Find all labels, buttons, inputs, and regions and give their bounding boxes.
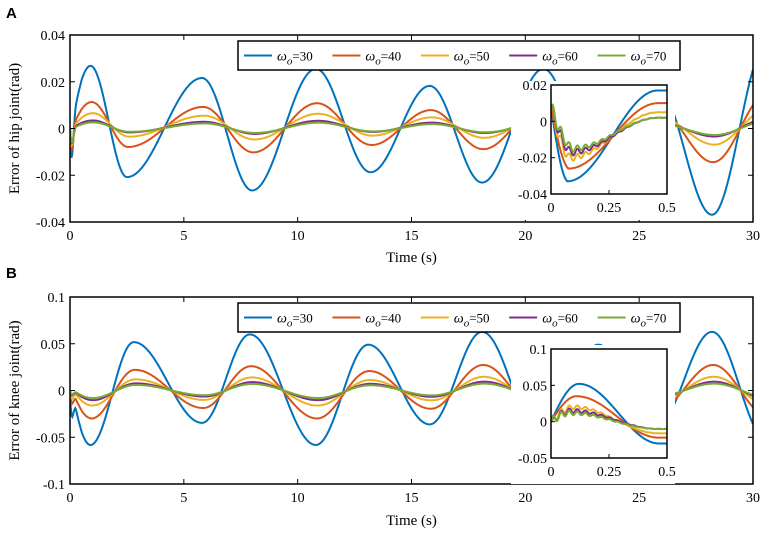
- inset-series-line-2: [551, 395, 667, 439]
- y-tick-label: -0.04: [36, 216, 65, 231]
- legend-label-3: ωo=50: [454, 49, 490, 68]
- inset-series-line-2: [551, 102, 667, 170]
- legend-value: =60: [558, 49, 578, 64]
- legend-subscript: o: [287, 56, 293, 68]
- y-tick-label: 0.04: [41, 29, 66, 44]
- inset-x-tick-label: 0: [548, 201, 555, 216]
- y-tick-label: -0.05: [36, 431, 65, 446]
- x-tick-label: 25: [632, 229, 646, 244]
- legend-label-5: ωo=70: [631, 311, 667, 330]
- legend-value: =70: [646, 49, 666, 64]
- legend-value: =70: [646, 311, 666, 326]
- inset-chart: 0 0.25 0.5 -0.04 -0.02 0 0.02: [511, 79, 676, 220]
- legend-omega: ω: [365, 50, 375, 65]
- y-tick-label: -0.02: [36, 169, 65, 184]
- legend-label-1: ωo=30: [277, 49, 313, 68]
- inset-series-line-5: [551, 409, 667, 431]
- legend-value: =40: [381, 311, 401, 326]
- x-tick-label: 5: [180, 229, 187, 244]
- legend-subscript: o: [287, 318, 293, 330]
- inset-x-tick-label: 0.5: [658, 465, 676, 480]
- legend-subscript: o: [640, 318, 646, 330]
- panel-label: B: [6, 265, 17, 282]
- legend-value: =60: [558, 311, 578, 326]
- legend-subscript: o: [640, 56, 646, 68]
- legend-subscript: o: [464, 56, 470, 68]
- legend-value: =50: [469, 49, 489, 64]
- chart-panel-a: A 0 5 10 15 20 25 30 -0.04 -0.02 0 0.02 0.04 Time (s)…: [6, 5, 760, 266]
- legend-omega: ω: [542, 50, 552, 65]
- legend-omega: ω: [454, 50, 464, 65]
- inset-y-tick-label: -0.04: [518, 188, 547, 203]
- legend-label-5: ωo=70: [631, 49, 667, 68]
- legend-label-3: ωo=50: [454, 311, 490, 330]
- legend-subscript: o: [464, 318, 470, 330]
- legend-subscript: o: [552, 318, 558, 330]
- x-tick-label: 15: [405, 229, 419, 244]
- inset-y-tick-label: -0.05: [518, 452, 547, 467]
- legend-omega: ω: [631, 50, 641, 65]
- x-tick-label: 0: [67, 229, 74, 244]
- legend: ωo=30 ωo=40 ωo=50 ωo=60 ωo=70: [237, 40, 681, 71]
- y-tick-label: -0.1: [43, 478, 65, 493]
- inset-y-tick-label: 0: [540, 416, 547, 431]
- legend-label-2: ωo=40: [365, 311, 401, 330]
- x-tick-label: 15: [405, 491, 419, 506]
- y-tick-label: 0.1: [48, 291, 66, 306]
- inset-y-tick-label: -0.02: [518, 152, 547, 167]
- legend-omega: ω: [454, 312, 464, 327]
- x-axis-title: Time (s): [386, 250, 437, 266]
- legend: ωo=30 ωo=40 ωo=50 ωo=60 ωo=70: [237, 302, 681, 333]
- x-tick-label: 10: [291, 491, 305, 506]
- y-tick-label: 0.02: [41, 76, 66, 91]
- inset-series-line-5: [551, 103, 667, 153]
- inset-x-tick-label: 0.5: [658, 201, 676, 216]
- inset-series-group: [551, 89, 667, 183]
- x-tick-label: 10: [291, 229, 305, 244]
- y-axis-title: Error of hip joint(rad): [7, 63, 23, 194]
- inset-y-tick-label: 0.1: [530, 343, 548, 358]
- x-tick-label: 30: [746, 229, 760, 244]
- legend-value: =30: [292, 311, 312, 326]
- legend-value: =40: [381, 49, 401, 64]
- x-tick-label: 30: [746, 491, 760, 506]
- x-tick-label: 20: [518, 229, 532, 244]
- x-axis-title: Time (s): [386, 513, 437, 529]
- x-tick-label: 20: [518, 491, 532, 506]
- legend-omega: ω: [365, 312, 375, 327]
- y-tick-label: 0.05: [41, 338, 66, 353]
- legend-omega: ω: [631, 312, 641, 327]
- inset-series-line-1: [551, 382, 667, 445]
- inset-x-tick-label: 0: [548, 465, 555, 480]
- legend-omega: ω: [277, 312, 287, 327]
- x-tick-label: 25: [632, 491, 646, 506]
- legend-subscript: o: [375, 318, 381, 330]
- legend-omega: ω: [277, 50, 287, 65]
- legend-subscript: o: [552, 56, 558, 68]
- inset-y-tick-label: 0.05: [523, 379, 548, 394]
- legend-label-1: ωo=30: [277, 311, 313, 330]
- legend-value: =50: [469, 311, 489, 326]
- y-axis-title: Error of knee joint(rad): [7, 320, 23, 460]
- inset-x-tick-label: 0.25: [597, 465, 622, 480]
- inset-y-tick-label: 0.02: [523, 79, 548, 94]
- legend-label-4: ωo=60: [542, 311, 578, 330]
- x-tick-label: 0: [67, 491, 74, 506]
- y-tick-label: 0: [58, 385, 65, 400]
- legend-subscript: o: [375, 56, 381, 68]
- x-tick-label: 5: [180, 491, 187, 506]
- inset-x-tick-label: 0.25: [597, 201, 622, 216]
- legend-label-2: ωo=40: [365, 49, 401, 68]
- legend-value: =30: [292, 49, 312, 64]
- y-tick-label: 0: [58, 123, 65, 138]
- inset-series-line-3: [551, 404, 667, 435]
- legend-omega: ω: [542, 312, 552, 327]
- inset-series-group: [551, 382, 667, 445]
- legend-label-4: ωo=60: [542, 49, 578, 68]
- panel-label: A: [6, 5, 17, 22]
- inset-y-tick-label: 0: [540, 115, 547, 130]
